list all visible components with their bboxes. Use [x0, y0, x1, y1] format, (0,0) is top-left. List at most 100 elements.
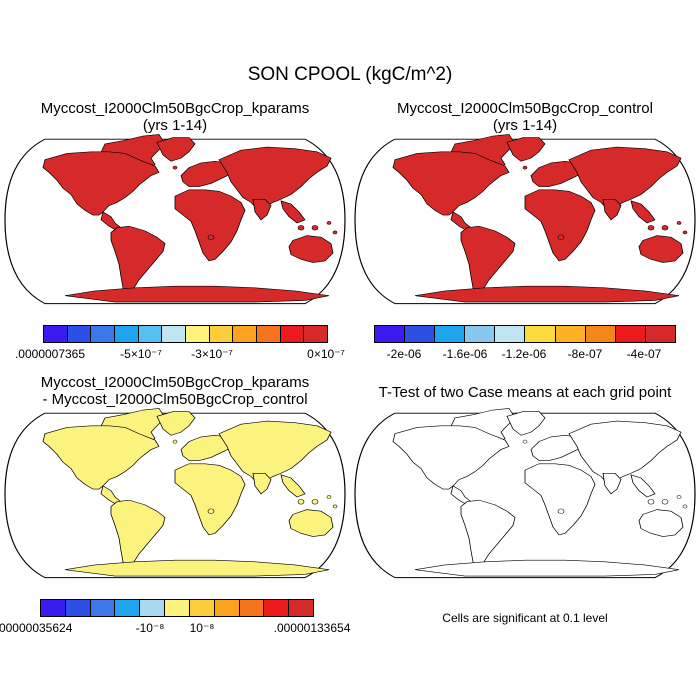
island: [676, 495, 682, 499]
colorbar-swatch: [140, 600, 166, 616]
landmass-india: [252, 198, 272, 221]
colorbar-label: .0000007365: [14, 347, 86, 361]
map-kparams: [4, 134, 346, 306]
island: [207, 508, 215, 514]
colorbar-swatch: [115, 326, 139, 342]
colorbar-swatch: [115, 600, 141, 616]
panel-title-line1: Myccost_I2000Clm50BgcCrop_kparams: [40, 100, 310, 117]
landmass-antarctica: [414, 285, 680, 303]
colorbar-swatch: [44, 326, 68, 342]
colorbar-swatch: [495, 326, 526, 342]
colorbar-swatch: [65, 600, 91, 616]
colorbar-swatch: [405, 326, 436, 342]
colorbar-swatch: [289, 600, 313, 616]
island: [297, 499, 305, 505]
colorbar-swatch: [239, 600, 265, 616]
landmass-antarctica: [64, 559, 330, 577]
colorbar-swatch: [585, 326, 616, 342]
landmass-africa: [524, 189, 596, 262]
colorbar-label: -5×10⁻⁷: [120, 347, 162, 361]
island: [326, 495, 332, 499]
landmass-greenland: [156, 137, 196, 162]
colorbar-label: -1.6e-06: [442, 347, 488, 361]
colorbar-swatch: [465, 326, 496, 342]
colorbar-label: 0×10⁻⁷: [307, 347, 345, 361]
colorbar-swatch: [233, 326, 258, 342]
world-map: [4, 408, 346, 579]
map-control: [354, 134, 696, 306]
colorbar-swatch: [90, 600, 116, 616]
colorbar-swatch: [138, 326, 163, 342]
colorbar-swatch: [264, 600, 290, 616]
landmass-asia: [568, 420, 682, 484]
colorbar-swatch: [91, 326, 116, 342]
panel-title-difference: Myccost_I2000Clm50BgcCrop_kparams - Mycc…: [5, 374, 345, 408]
panel-title-line1: Myccost_I2000Clm50BgcCrop_control: [397, 100, 653, 117]
colorbar-label: -4e-07: [626, 347, 662, 361]
panel-title-line1: Myccost_I2000Clm50BgcCrop_kparams: [40, 374, 310, 391]
landmass-asia: [218, 146, 332, 210]
colorbar-swatch: [162, 326, 187, 342]
colorbar-swatch: [189, 600, 215, 616]
panel-title-line2: (yrs 1-14): [142, 117, 208, 134]
colorbar-swatch: [165, 600, 190, 616]
landmass-north-america-main: [42, 151, 160, 216]
island: [326, 221, 332, 225]
landmass-india: [602, 472, 622, 495]
landmass-asia: [218, 420, 332, 484]
landmass-australia: [288, 235, 334, 263]
island: [522, 165, 528, 170]
colorbar-swatch: [67, 326, 92, 342]
colorbar-control: [374, 325, 676, 343]
island: [207, 234, 215, 240]
colorbar-swatch: [525, 326, 556, 342]
island: [661, 225, 669, 231]
colorbar-difference: [40, 599, 314, 617]
island: [661, 499, 669, 505]
panel-title-kparams: Myccost_I2000Clm50BgcCrop_kparams (yrs 1…: [5, 100, 345, 134]
panel-title-ttest: T-Test of two Case means at each grid po…: [378, 384, 672, 401]
landmass-southeast-asia: [280, 474, 306, 498]
landmass-greenland: [506, 411, 546, 436]
landmass-india: [252, 472, 272, 495]
landmass-greenland: [156, 411, 196, 436]
world-map: [354, 134, 696, 305]
colorbar-swatch: [375, 326, 406, 342]
island: [682, 504, 688, 509]
colorbar-label: -1.2e-06: [501, 347, 547, 361]
landmass-africa: [174, 463, 246, 536]
landmass-australia: [638, 235, 684, 263]
colorbar-swatch: [41, 600, 66, 616]
landmass-australia: [288, 509, 334, 537]
panel-title-control: Myccost_I2000Clm50BgcCrop_control (yrs 1…: [355, 100, 695, 134]
island: [682, 230, 688, 235]
island: [297, 225, 305, 231]
island: [647, 225, 655, 231]
colorbar-label: .00000133654: [273, 621, 351, 635]
colorbar-label: -3×10⁻⁷: [191, 347, 233, 361]
colorbar-swatch: [209, 326, 234, 342]
significance-note: Cells are significant at 0.1 level: [442, 611, 608, 625]
colorbar-label: -10⁻⁸: [135, 621, 165, 635]
landmass-north-america-main: [42, 425, 160, 490]
figure-title: SON CPOOL (kgC/m^2): [247, 64, 453, 85]
landmass-north-america-main: [392, 151, 510, 216]
panel-title-line2: - Myccost_I2000Clm50BgcCrop_control: [42, 391, 308, 408]
island: [172, 165, 178, 170]
landmass-greenland: [506, 137, 546, 162]
panel-title-line2: (yrs 1-14): [492, 117, 558, 134]
island: [332, 230, 338, 235]
landmass-africa: [524, 463, 596, 536]
landmass-antarctica: [64, 285, 330, 303]
landmass-southeast-asia: [630, 200, 656, 224]
island: [172, 439, 178, 444]
colorbar-label: -2e-06: [386, 347, 422, 361]
island: [311, 225, 319, 231]
colorbar-swatch: [214, 600, 240, 616]
colorbar-swatch: [645, 326, 675, 342]
island: [676, 221, 682, 225]
colorbar-label: 10⁻⁸: [189, 621, 215, 635]
colorbar-label: -8e-07: [567, 347, 603, 361]
colorbar-swatch: [304, 326, 328, 342]
landmass-india: [602, 198, 622, 221]
